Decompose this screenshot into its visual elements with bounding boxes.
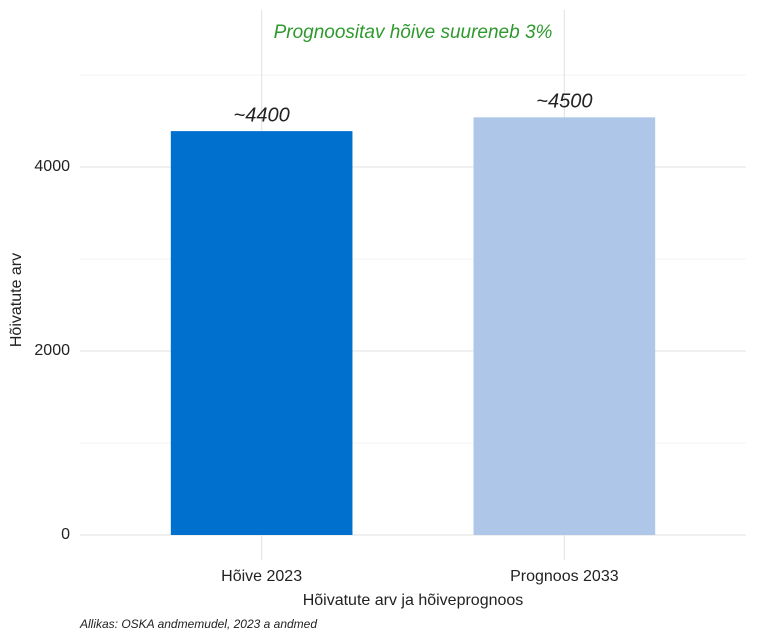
y-tick-label: 0 — [61, 526, 70, 543]
y-tick-label: 4000 — [34, 158, 70, 175]
y-axis-title: Hõivatute arv — [8, 253, 25, 347]
x-axis-title: Hõivatute arv ja hõiveprognoos — [303, 592, 524, 609]
caption: Allikas: OSKA andmemudel, 2023 a andmed — [79, 617, 317, 631]
chart-title: Prognoositav hõive suureneb 3% — [274, 22, 553, 43]
bar — [473, 117, 656, 535]
value-label: ~4400 — [234, 104, 290, 126]
x-tick-label: Hõive 2023 — [221, 568, 302, 585]
y-tick-label: 2000 — [34, 342, 70, 359]
bar — [170, 131, 353, 535]
value-label: ~4500 — [536, 91, 592, 113]
x-tick-label: Prognoos 2033 — [510, 568, 619, 585]
